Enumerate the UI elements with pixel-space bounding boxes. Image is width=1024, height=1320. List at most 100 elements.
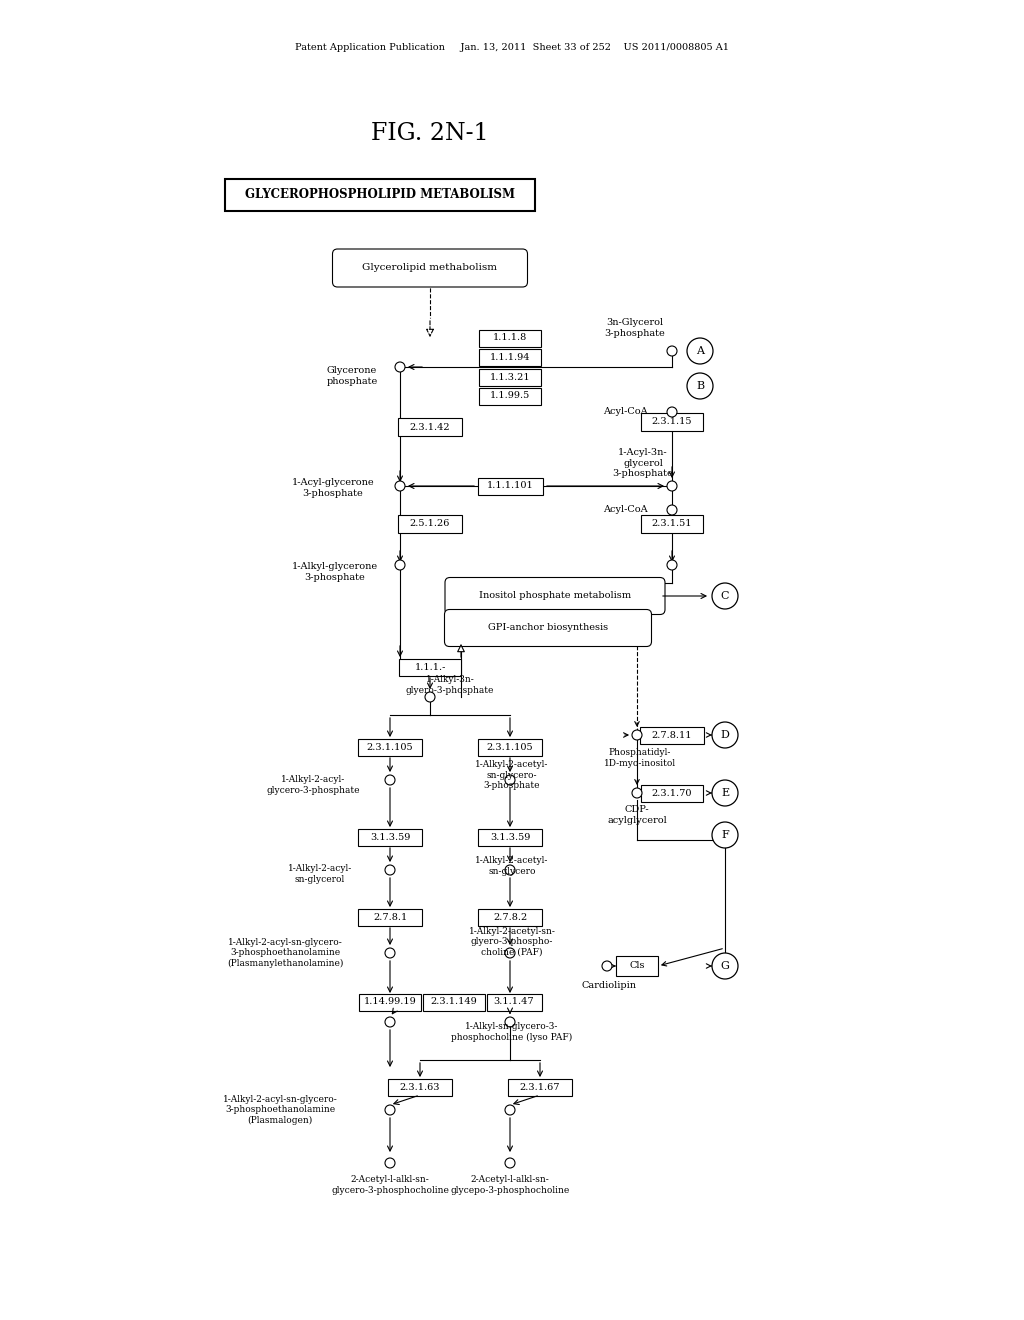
Text: Glycerolipid methabolism: Glycerolipid methabolism <box>362 264 498 272</box>
FancyBboxPatch shape <box>478 829 542 846</box>
Text: 2.7.8.1: 2.7.8.1 <box>373 912 408 921</box>
Text: D: D <box>721 730 729 741</box>
Text: 1.1.1.94: 1.1.1.94 <box>489 352 530 362</box>
Text: GLYCEROPHOSPHOLIPID METABOLISM: GLYCEROPHOSPHOLIPID METABOLISM <box>245 189 515 202</box>
Text: Patent Application Publication     Jan. 13, 2011  Sheet 33 of 252    US 2011/000: Patent Application Publication Jan. 13, … <box>295 42 729 51</box>
Text: 2.3.1.67: 2.3.1.67 <box>520 1082 560 1092</box>
FancyBboxPatch shape <box>479 388 541 404</box>
Text: 1.1.3.21: 1.1.3.21 <box>489 372 530 381</box>
Circle shape <box>395 362 406 372</box>
Circle shape <box>667 560 677 570</box>
FancyBboxPatch shape <box>398 515 462 533</box>
Text: 2-Acetyl-l-alkl-sn-
glycero-3-phosphocholine: 2-Acetyl-l-alkl-sn- glycero-3-phosphocho… <box>331 1175 449 1195</box>
Circle shape <box>602 961 612 972</box>
Circle shape <box>632 730 642 741</box>
FancyBboxPatch shape <box>641 413 703 432</box>
Text: 1.1.1.8: 1.1.1.8 <box>493 334 527 342</box>
Text: G: G <box>721 961 729 972</box>
FancyBboxPatch shape <box>444 610 651 647</box>
Circle shape <box>632 788 642 799</box>
Circle shape <box>505 1158 515 1168</box>
Text: 2.7.8.11: 2.7.8.11 <box>651 730 692 739</box>
Text: 1-Acyl-3n-
glycerol
3-phosphate: 1-Acyl-3n- glycerol 3-phosphate <box>612 447 674 478</box>
Text: 2.5.1.26: 2.5.1.26 <box>410 520 451 528</box>
FancyBboxPatch shape <box>478 738 542 755</box>
Text: 1-Alkyl-2-acetyl-sn-
glyero-3-phospho-
choline (PAF): 1-Alkyl-2-acetyl-sn- glyero-3-phospho- c… <box>469 927 555 957</box>
Text: Acyl-CoA: Acyl-CoA <box>603 408 648 417</box>
FancyBboxPatch shape <box>445 578 665 615</box>
Circle shape <box>425 692 435 702</box>
Text: 1-Alkyl-2-acyl-sn-glycero-
3-phosphoethanolamine
(Plasmalogen): 1-Alkyl-2-acyl-sn-glycero- 3-phosphoetha… <box>222 1096 337 1125</box>
Circle shape <box>505 775 515 785</box>
FancyBboxPatch shape <box>359 994 421 1011</box>
FancyBboxPatch shape <box>641 784 703 801</box>
Text: 2.3.1.149: 2.3.1.149 <box>431 998 477 1006</box>
Text: GPI-anchor biosynthesis: GPI-anchor biosynthesis <box>488 623 608 632</box>
Circle shape <box>505 1105 515 1115</box>
Text: 2-Acetyl-l-alkl-sn-
glyceро-3-phosphocholine: 2-Acetyl-l-alkl-sn- glyceро-3-phosphocho… <box>451 1175 569 1195</box>
Text: 1-Acyl-glycerone
3-phosphate: 1-Acyl-glycerone 3-phosphate <box>292 478 375 498</box>
Circle shape <box>385 1105 395 1115</box>
Text: FIG. 2N-1: FIG. 2N-1 <box>371 121 488 144</box>
Text: Cardiolipin: Cardiolipin <box>582 982 637 990</box>
Text: 2.3.1.51: 2.3.1.51 <box>651 520 692 528</box>
Text: A: A <box>696 346 705 356</box>
Circle shape <box>385 1016 395 1027</box>
FancyBboxPatch shape <box>388 1078 452 1096</box>
FancyBboxPatch shape <box>399 659 461 676</box>
Text: F: F <box>721 830 729 840</box>
Text: 1-Alkyl-2-acyl-sn-glycero-
3-phosphoethanolamine
(Plasmanylethanolamine): 1-Alkyl-2-acyl-sn-glycero- 3-phosphoetha… <box>226 939 343 968</box>
Text: E: E <box>721 788 729 799</box>
Text: Glycerone
phosphate: Glycerone phosphate <box>327 366 378 385</box>
Text: 1-Alkyl-2-acyl-
sn-glycerol: 1-Alkyl-2-acyl- sn-glycerol <box>288 865 352 883</box>
Text: 1.1.1.101: 1.1.1.101 <box>486 482 534 491</box>
FancyBboxPatch shape <box>641 515 703 533</box>
FancyBboxPatch shape <box>225 180 535 211</box>
Circle shape <box>667 506 677 515</box>
Text: 3.1.3.59: 3.1.3.59 <box>370 833 411 842</box>
Circle shape <box>712 780 738 807</box>
FancyBboxPatch shape <box>477 478 543 495</box>
Text: Inositol phosphate metabolism: Inositol phosphate metabolism <box>479 591 631 601</box>
Circle shape <box>712 953 738 979</box>
Text: CDP-
acylglycerol: CDP- acylglycerol <box>607 805 667 825</box>
Text: 1-Alkyl-2-acetyl-
sn-glycero-
3-phosphate: 1-Alkyl-2-acetyl- sn-glycero- 3-phosphat… <box>475 760 549 789</box>
Text: 1-Alkyl-sn-glycero-3-
phosphocholine (lyso PAF): 1-Alkyl-sn-glycero-3- phosphocholine (ly… <box>452 1022 572 1041</box>
Circle shape <box>505 948 515 958</box>
Circle shape <box>712 822 738 847</box>
Circle shape <box>667 480 677 491</box>
Circle shape <box>687 374 713 399</box>
Text: 2.3.1.15: 2.3.1.15 <box>651 417 692 426</box>
Text: 1.1.1.-: 1.1.1.- <box>415 663 445 672</box>
FancyBboxPatch shape <box>358 738 422 755</box>
Circle shape <box>667 346 677 356</box>
Text: 1-Alkyl-2-acetyl-
sn-glycero: 1-Alkyl-2-acetyl- sn-glycero <box>475 857 549 875</box>
FancyBboxPatch shape <box>398 418 462 436</box>
FancyBboxPatch shape <box>479 368 541 385</box>
Text: 1-Alkyl-glycerone
3-phosphate: 1-Alkyl-glycerone 3-phosphate <box>292 562 378 582</box>
Text: 1-Alkyl-2-acyl-
glycero-3-phosphate: 1-Alkyl-2-acyl- glycero-3-phosphate <box>266 775 359 795</box>
Circle shape <box>395 480 406 491</box>
Circle shape <box>385 865 395 875</box>
Text: 3.1.1.47: 3.1.1.47 <box>494 998 535 1006</box>
Circle shape <box>385 948 395 958</box>
Text: 2.3.1.105: 2.3.1.105 <box>486 742 534 751</box>
Text: 2.7.8.2: 2.7.8.2 <box>493 912 527 921</box>
Text: B: B <box>696 381 705 391</box>
Text: Cls: Cls <box>630 961 645 970</box>
Circle shape <box>712 722 738 748</box>
FancyBboxPatch shape <box>358 908 422 925</box>
FancyBboxPatch shape <box>508 1078 572 1096</box>
Text: 3.1.3.59: 3.1.3.59 <box>489 833 530 842</box>
Circle shape <box>385 1158 395 1168</box>
FancyBboxPatch shape <box>640 726 705 743</box>
FancyBboxPatch shape <box>333 249 527 286</box>
FancyBboxPatch shape <box>616 956 658 975</box>
Text: C: C <box>721 591 729 601</box>
Text: 1.14.99.19: 1.14.99.19 <box>364 998 417 1006</box>
Circle shape <box>667 407 677 417</box>
Circle shape <box>385 775 395 785</box>
Text: 1.1.99.5: 1.1.99.5 <box>489 392 530 400</box>
Circle shape <box>395 560 406 570</box>
Text: 2.3.1.42: 2.3.1.42 <box>410 422 451 432</box>
